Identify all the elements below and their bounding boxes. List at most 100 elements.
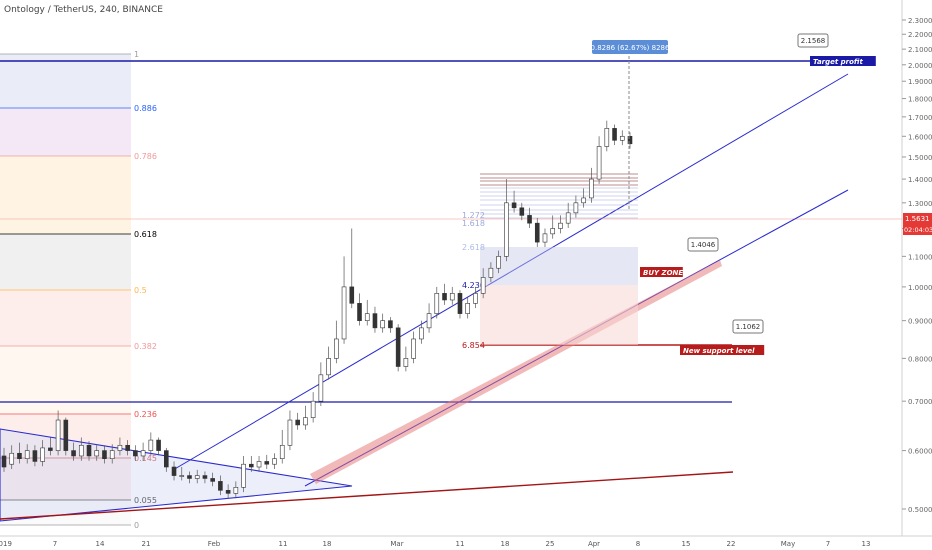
- y-tick-label: 0.9000: [908, 318, 932, 326]
- callout-tag-bg: [640, 267, 683, 277]
- callout-value: 1.1062: [736, 323, 761, 331]
- candle-body: [272, 458, 277, 465]
- candle-body: [40, 447, 45, 462]
- fib-level-label: 0.055: [134, 496, 157, 505]
- x-tick-label: 22: [727, 540, 736, 548]
- candle-body: [449, 293, 455, 301]
- candle-body: [318, 374, 324, 402]
- y-tick-label: 2.3000: [908, 17, 932, 25]
- channel-upper: [172, 73, 849, 471]
- candle-body: [388, 320, 393, 329]
- candle-body: [279, 444, 285, 459]
- candle-body: [9, 452, 15, 465]
- candle-body: [310, 400, 316, 418]
- ext-label: 1.618: [462, 219, 485, 228]
- fib-band: [0, 234, 131, 290]
- x-tick-label: Mar: [390, 540, 403, 548]
- y-tick-label: 1.5000: [908, 154, 932, 162]
- callout-tag: BUY ZONE: [643, 269, 683, 277]
- candle-body: [303, 417, 308, 426]
- y-tick-label: 2.0000: [908, 62, 932, 70]
- candle-body: [63, 419, 69, 451]
- candle-body: [480, 277, 486, 294]
- candle-body: [1, 455, 7, 468]
- candle-body: [565, 212, 571, 224]
- ext-zone-blue: [480, 247, 638, 285]
- fib-level-label: 0.145: [134, 454, 157, 463]
- candle-body: [71, 450, 76, 457]
- y-tick-label: 1.7000: [908, 114, 932, 122]
- candle-body: [426, 313, 432, 329]
- y-tick-label: 2.1000: [908, 46, 932, 54]
- x-tick-label: 15: [682, 540, 691, 548]
- y-tick-label: 1.1000: [908, 253, 932, 261]
- fib-level-label: 0.5: [134, 286, 147, 295]
- y-tick-label: 1.3000: [908, 200, 932, 208]
- candle-body: [94, 450, 100, 457]
- fib-band: [0, 458, 131, 500]
- fib-band: [0, 54, 131, 108]
- candle-body: [434, 293, 440, 314]
- candle-body: [133, 450, 138, 457]
- candle-body: [395, 327, 401, 367]
- candle-body: [581, 197, 586, 204]
- candle-body: [48, 447, 53, 451]
- x-tick-label: 11: [279, 540, 288, 548]
- candle-body: [171, 466, 177, 476]
- x-tick-label: 18: [501, 540, 510, 548]
- y-tick-label: 0.5000: [908, 506, 932, 514]
- ext-label: 6.854: [462, 341, 485, 350]
- y-tick-label: 1.9000: [908, 78, 932, 86]
- fib-level-label: 0.786: [134, 152, 157, 161]
- candle-body: [241, 463, 246, 488]
- candle-body: [225, 490, 231, 494]
- candle-body: [341, 286, 347, 340]
- ext-label: 2.618: [462, 243, 485, 252]
- fib-level-label: 0.236: [134, 410, 157, 419]
- x-tick-label: 25: [546, 540, 555, 548]
- fib-level-label: 0.382: [134, 342, 157, 351]
- candle-body: [249, 463, 254, 468]
- candle-body: [534, 222, 540, 243]
- candle-body: [511, 202, 517, 209]
- candle-body: [148, 439, 154, 451]
- candle-body: [519, 207, 525, 216]
- x-tick-label: Apr: [588, 540, 600, 548]
- candle-body: [550, 228, 556, 235]
- callout-tag-bg: [810, 56, 876, 66]
- candle-body: [179, 475, 185, 477]
- x-tick-label: 7: [53, 540, 57, 548]
- candle-body: [349, 286, 355, 304]
- callout-value: 2.1568: [801, 37, 826, 45]
- candle-body: [156, 439, 161, 451]
- y-tick-label: 0.8000: [908, 355, 932, 363]
- fib-band: [0, 108, 131, 156]
- candle-body: [194, 475, 200, 479]
- candle-body: [117, 444, 123, 451]
- callout-box: [732, 319, 764, 334]
- chart-title: Ontology / TetherUS, 240, BINANCE: [4, 5, 163, 15]
- x-tick-label: May: [781, 540, 795, 548]
- candle-body: [55, 419, 61, 451]
- candle-body: [287, 419, 293, 446]
- fib-band: [0, 156, 131, 234]
- candle-body: [125, 444, 130, 451]
- measure-label: 0.8286 (62.67%) 8286: [591, 44, 670, 52]
- fib-band: [0, 290, 131, 346]
- candle-body: [24, 450, 30, 459]
- callout-box: [797, 33, 829, 48]
- candle-body: [326, 358, 331, 376]
- candle-body: [473, 293, 478, 304]
- countdown-value: 02:04:03: [904, 226, 932, 234]
- x-tick-label: 8: [636, 540, 640, 548]
- candle-body: [558, 222, 563, 229]
- candle-body: [504, 202, 509, 257]
- x-tick-label: 7: [826, 540, 830, 548]
- candle-body: [233, 487, 239, 494]
- ext-zone-red: [480, 285, 638, 345]
- fib-level-label: 0.886: [134, 104, 157, 113]
- fib-level-label: 0.618: [134, 230, 157, 239]
- candle-body: [264, 461, 270, 465]
- callout-tag-bg: [680, 345, 765, 355]
